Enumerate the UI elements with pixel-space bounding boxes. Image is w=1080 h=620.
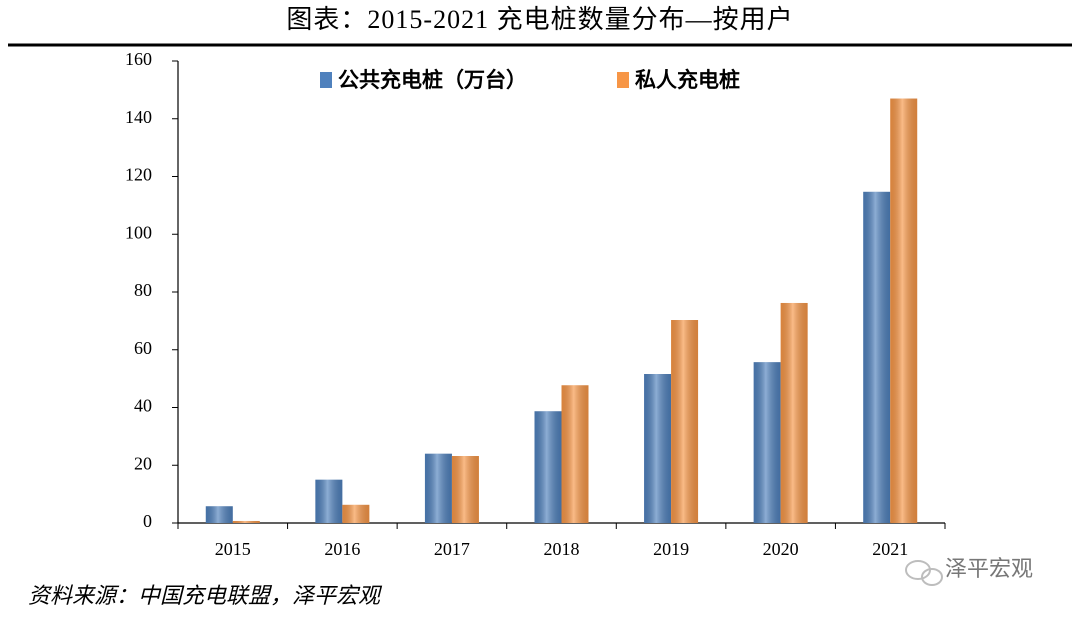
legend-swatch bbox=[320, 72, 332, 88]
y-tick-label: 120 bbox=[125, 165, 152, 185]
bar-shade bbox=[534, 411, 562, 523]
y-tick-label: 80 bbox=[134, 280, 152, 300]
x-tick-label: 2018 bbox=[544, 539, 580, 559]
x-tick-label: 2019 bbox=[653, 539, 689, 559]
bar-shade bbox=[780, 302, 808, 523]
x-tick-label: 2017 bbox=[434, 539, 470, 559]
bar-shade bbox=[342, 504, 370, 523]
y-tick-label: 40 bbox=[134, 396, 152, 416]
source-note: 资料来源：中国充电联盟，泽平宏观 bbox=[28, 583, 383, 608]
x-tick-label: 2021 bbox=[872, 539, 908, 559]
bar-shade bbox=[753, 362, 781, 523]
x-tick-label: 2016 bbox=[324, 539, 360, 559]
bar-shade bbox=[644, 374, 672, 523]
bar-shade bbox=[671, 320, 699, 523]
x-tick-label: 2020 bbox=[763, 539, 799, 559]
bar-shade bbox=[424, 453, 452, 523]
bar-shade bbox=[890, 98, 918, 523]
watermark: 泽平宏观 bbox=[945, 557, 1033, 582]
bar-shade bbox=[232, 520, 260, 523]
legend-label: 公共充电桩（万台） bbox=[338, 68, 527, 92]
x-tick-label: 2015 bbox=[215, 539, 251, 559]
y-tick-label: 160 bbox=[125, 49, 152, 69]
legend-swatch bbox=[617, 72, 629, 88]
bar-shade bbox=[451, 456, 479, 523]
bar-shade bbox=[205, 506, 233, 523]
bar-shade bbox=[315, 479, 343, 523]
legend-label: 私人充电桩 bbox=[635, 68, 740, 92]
y-tick-label: 60 bbox=[134, 338, 152, 358]
bar-shade bbox=[561, 385, 589, 523]
bar-shade bbox=[863, 191, 891, 523]
y-tick-label: 20 bbox=[134, 453, 152, 473]
y-tick-label: 0 bbox=[143, 511, 152, 531]
y-tick-label: 100 bbox=[125, 222, 152, 242]
chart-title: 图表：2015-2021 充电桩数量分布—按用户 bbox=[286, 5, 793, 34]
watermark-icon bbox=[905, 560, 943, 586]
y-tick-label: 140 bbox=[125, 107, 152, 127]
